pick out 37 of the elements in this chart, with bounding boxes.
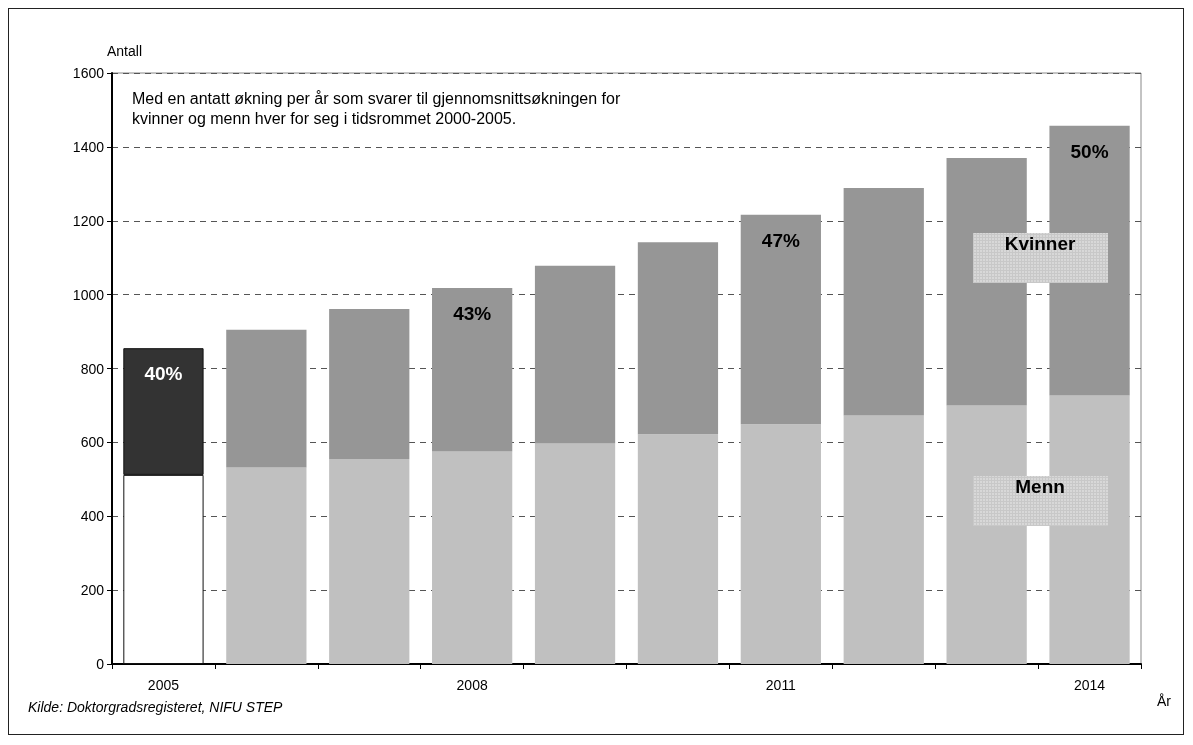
bar: [226, 467, 307, 664]
bar: [740, 214, 821, 425]
y-tick-label: 1000: [72, 286, 105, 303]
y-tick-label: 1400: [72, 138, 105, 155]
y-tick-label: 0: [96, 656, 105, 672]
annotation: 47%: [761, 229, 800, 251]
y-tick-label: 800: [80, 360, 105, 377]
bar: [226, 329, 307, 468]
bar: [637, 434, 719, 664]
bar: [637, 242, 719, 435]
x-tick-label: 2011: [765, 677, 797, 693]
y-tick-label: 600: [80, 434, 105, 451]
y-axis-title: Antall: [107, 43, 143, 59]
bar: [432, 451, 513, 664]
x-tick-label: 2014: [1073, 677, 1106, 693]
annotation: 43%: [453, 302, 492, 324]
annotation: Med en antatt økning per år som svarer til gjennomsnittsøkningen for kvinner og menn hver for seg i tidsrommet 2000-2005.: [132, 89, 621, 127]
y-tick-label: 1200: [72, 212, 105, 229]
y-tick-label: 1600: [72, 65, 105, 81]
bar: [329, 459, 410, 664]
bar: [740, 424, 821, 664]
annotation: 40%: [144, 363, 183, 385]
text: Kilde: Doktorgradsregisteret, NIFU STEP: [28, 699, 284, 715]
label-patch: Menn: [972, 476, 1108, 527]
label-patch: Kvinner: [972, 232, 1108, 283]
bar: [329, 309, 410, 459]
bar: [534, 265, 616, 444]
bar: [432, 287, 513, 452]
bar: [534, 443, 616, 664]
bar: [843, 187, 924, 416]
x-tick-label: 2005: [147, 677, 180, 693]
y-tick-label: 200: [80, 582, 105, 599]
x-axis-title: År: [1157, 693, 1172, 709]
y-tick-label: 400: [80, 508, 105, 525]
bar: [843, 415, 924, 664]
annotation: 50%: [1070, 140, 1109, 162]
x-tick-label: 2008: [456, 677, 488, 693]
